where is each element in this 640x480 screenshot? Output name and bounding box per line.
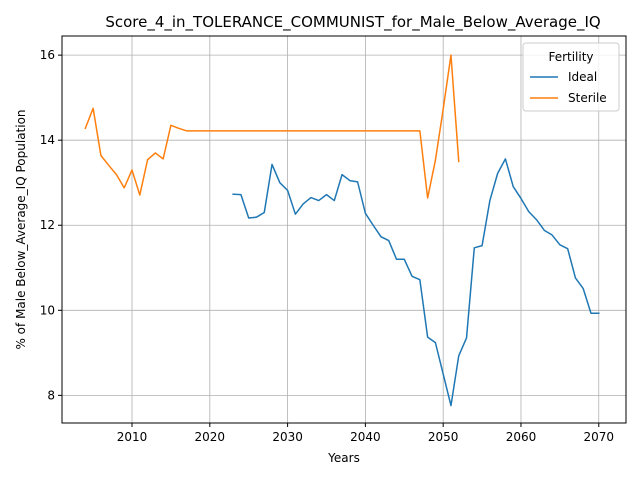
x-tick-label: 2020 xyxy=(195,430,226,444)
x-tick-label: 2060 xyxy=(506,430,537,444)
x-tick-label: 2010 xyxy=(117,430,148,444)
legend-label-ideal: Ideal xyxy=(568,70,597,84)
legend-label-sterile: Sterile xyxy=(568,91,607,105)
legend-title: Fertility xyxy=(548,50,593,64)
y-tick-label: 8 xyxy=(47,388,55,402)
x-tick-label: 2030 xyxy=(272,430,303,444)
x-tick-label: 2050 xyxy=(428,430,459,444)
series-line-ideal xyxy=(232,158,600,407)
series-line-sterile xyxy=(84,54,460,199)
grid-lines xyxy=(62,36,626,423)
y-tick-label: 16 xyxy=(40,48,55,62)
plot-frame xyxy=(61,35,627,424)
series-lines xyxy=(84,54,600,407)
chart-title: Score_4_in_TOLERANCE_COMMUNIST_for_Male_… xyxy=(105,13,600,32)
legend-box xyxy=(522,42,620,112)
y-tick-label: 10 xyxy=(40,303,55,317)
y-axis-label: % of Male Below_Average_IQ Population xyxy=(14,109,28,349)
y-axis-ticks: 8 10 12 14 16 xyxy=(40,48,62,402)
x-tick-label: 2070 xyxy=(583,430,614,444)
x-axis-label: Years xyxy=(327,451,360,465)
x-axis-ticks: 2010 2020 2030 2040 2050 2060 2070 xyxy=(117,423,614,444)
x-tick-label: 2040 xyxy=(350,430,381,444)
y-tick-label: 14 xyxy=(40,133,55,147)
legend: Fertility Ideal Sterile xyxy=(522,42,620,112)
y-tick-label: 12 xyxy=(40,218,55,232)
